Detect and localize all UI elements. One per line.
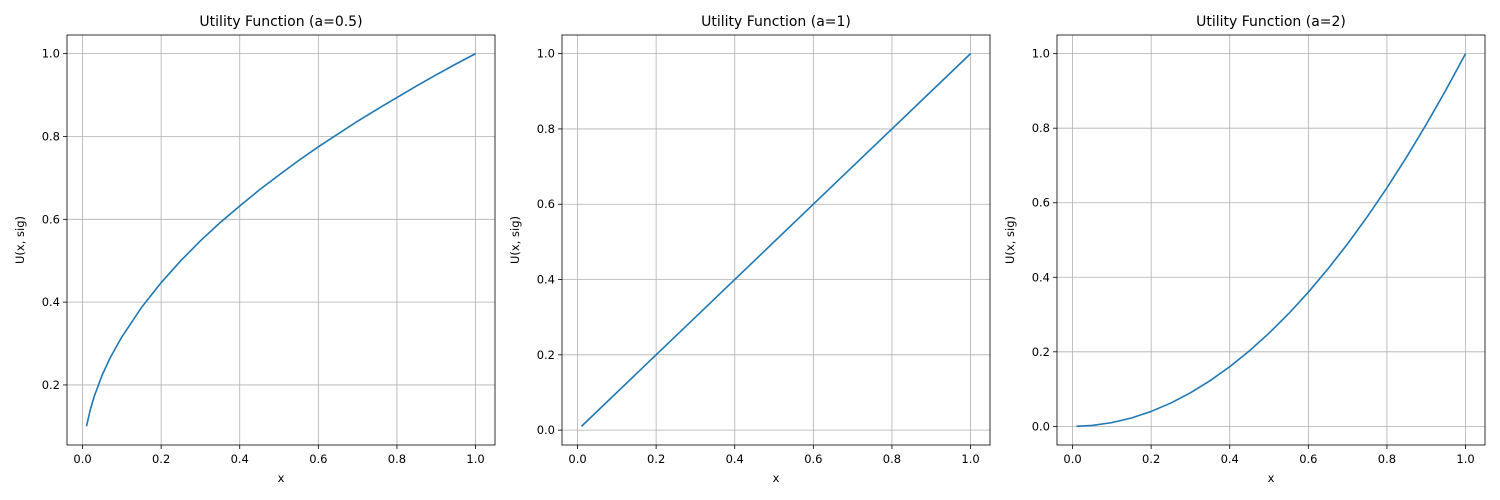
axes-frame bbox=[66, 34, 496, 446]
x-tick-label: 0.6 bbox=[309, 452, 327, 466]
chart-title: Utility Function (a=2) bbox=[1196, 14, 1346, 30]
x-tick-label: 0.6 bbox=[804, 452, 822, 466]
y-tick-label: 0.6 bbox=[537, 197, 555, 211]
y-axis-label: U(x, sig) bbox=[508, 216, 522, 264]
y-tick-label: 0.8 bbox=[42, 129, 60, 143]
y-tick-label: 1.0 bbox=[42, 47, 60, 61]
x-tick-label: 0.2 bbox=[647, 452, 665, 466]
chart-panel-3: 0.0 0.2 0.4 0.6 0.8 1.0 0.0 0.2 0.4 0.6 0.8 1.0 Util… bbox=[1003, 14, 1486, 485]
x-axis-label: x bbox=[773, 471, 780, 485]
chart-title: Utility Function (a=1) bbox=[701, 14, 851, 30]
x-tick-label: 0.0 bbox=[73, 452, 91, 466]
x-tick-label: 0.6 bbox=[1299, 452, 1317, 466]
chart-panel-2: 0.0 0.2 0.4 0.6 0.8 1.0 0.0 0.2 0.4 0.6 0.8 1.0 Util… bbox=[508, 14, 991, 485]
y-tick-label: 0.8 bbox=[1032, 121, 1050, 135]
x-tick-label: 0.4 bbox=[1221, 452, 1239, 466]
y-tick-label: 0.0 bbox=[1032, 419, 1050, 433]
x-tick-label: 0.0 bbox=[1063, 452, 1081, 466]
y-tick-label: 0.0 bbox=[537, 423, 555, 437]
y-axis-label: U(x, sig) bbox=[13, 216, 27, 264]
x-tick-label: 1.0 bbox=[466, 452, 484, 466]
x-tick-label: 0.2 bbox=[152, 452, 170, 466]
y-tick-label: 1.0 bbox=[537, 47, 555, 61]
x-tick-label: 0.8 bbox=[388, 452, 406, 466]
x-tick-label: 0.4 bbox=[231, 452, 249, 466]
x-tick-label: 0.4 bbox=[726, 452, 744, 466]
y-tick-label: 0.4 bbox=[1032, 270, 1050, 284]
axes-frame bbox=[561, 34, 991, 446]
utility-curve-line bbox=[1076, 53, 1467, 428]
chart-title: Utility Function (a=0.5) bbox=[199, 14, 362, 30]
utility-curve-line bbox=[85, 52, 476, 427]
x-axis-label: x bbox=[1268, 471, 1275, 485]
y-tick-label: 0.4 bbox=[537, 273, 555, 287]
y-tick-label: 1.0 bbox=[1032, 47, 1050, 61]
x-tick-label: 0.0 bbox=[568, 452, 586, 466]
y-tick-label: 0.2 bbox=[537, 348, 555, 362]
y-tick-label: 0.2 bbox=[42, 378, 60, 392]
x-tick-label: 0.2 bbox=[1142, 452, 1160, 466]
chart-panel-1: 0.0 0.2 0.4 0.6 0.8 1.0 0.2 0.4 0.6 0.8 1.0 Utility… bbox=[13, 14, 496, 485]
y-axis-label: U(x, sig) bbox=[1003, 216, 1017, 264]
y-tick-label: 0.6 bbox=[42, 212, 60, 226]
utility-curve-line bbox=[580, 53, 972, 427]
y-tick-label: 0.6 bbox=[1032, 196, 1050, 210]
y-tick-label: 0.2 bbox=[1032, 345, 1050, 359]
x-tick-label: 1.0 bbox=[961, 452, 979, 466]
x-tick-label: 0.8 bbox=[883, 452, 901, 466]
y-tick-label: 0.8 bbox=[537, 122, 555, 136]
x-tick-label: 0.8 bbox=[1378, 452, 1396, 466]
x-axis-label: x bbox=[278, 471, 285, 485]
y-tick-label: 0.4 bbox=[42, 295, 60, 309]
axes-frame bbox=[1056, 34, 1486, 446]
x-tick-label: 1.0 bbox=[1456, 452, 1474, 466]
